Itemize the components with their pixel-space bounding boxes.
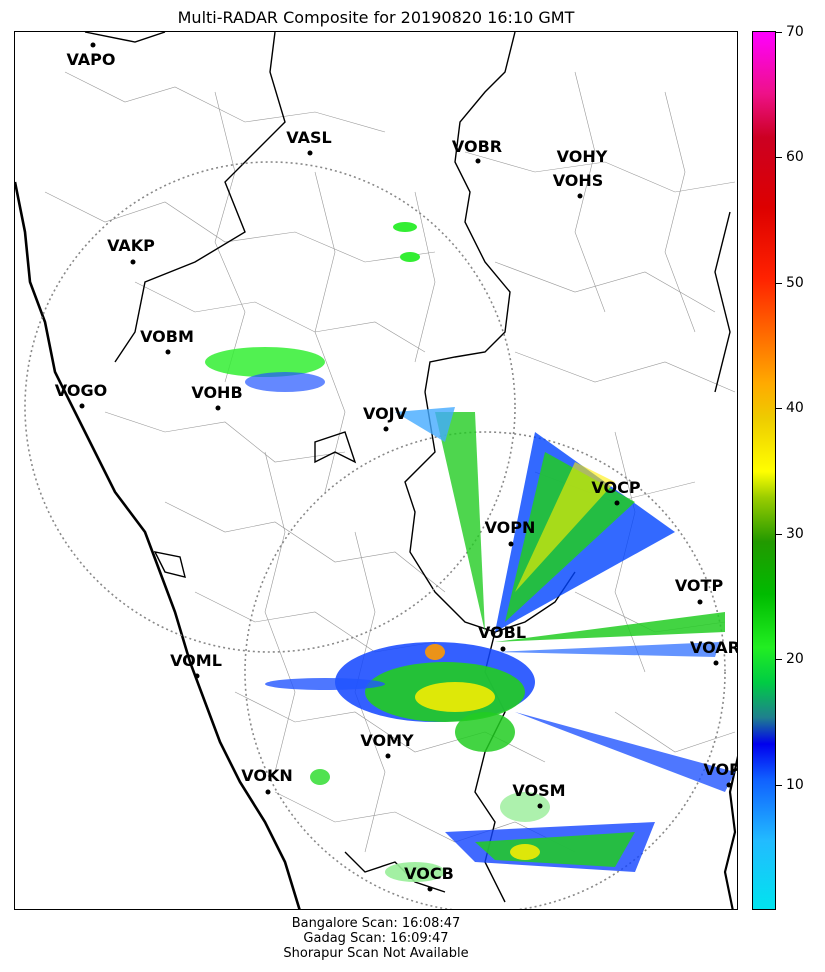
station-label-vomy: VOMY bbox=[360, 731, 414, 750]
station-markers: VAPO VASL VOBR VOHY VOHS VAKP VOBM VOGO … bbox=[55, 42, 738, 892]
station-dot bbox=[383, 426, 389, 432]
colorbar-tick bbox=[776, 32, 782, 33]
station-dot bbox=[90, 42, 96, 48]
station-label-vasl: VASL bbox=[286, 128, 331, 147]
shorapur-scan-status: Shorapur Scan Not Available bbox=[283, 946, 469, 961]
station-label-vapo: VAPO bbox=[66, 50, 115, 69]
station-dot bbox=[165, 349, 171, 355]
station-label-vokn: VOKN bbox=[241, 766, 293, 785]
colorbar-label: 30 bbox=[786, 526, 804, 542]
station-label-voar: VOAR bbox=[690, 638, 738, 657]
station-label-voml: VOML bbox=[170, 651, 222, 670]
station-dot bbox=[215, 405, 221, 411]
coastline bbox=[15, 181, 301, 909]
radar-map[interactable]: VAPO VASL VOBR VOHY VOHS VAKP VOBM VOGO … bbox=[14, 31, 738, 910]
colorbar-tick bbox=[776, 283, 782, 284]
station-label-vogo: VOGO bbox=[55, 381, 107, 400]
colorbar-tick bbox=[776, 408, 782, 409]
station-label-vosm: VOSM bbox=[512, 781, 565, 800]
station-dot bbox=[385, 753, 391, 759]
coastline-east bbox=[723, 755, 737, 909]
station-dot bbox=[130, 259, 136, 265]
station-label-vopn: VOPN bbox=[485, 518, 536, 537]
station-label-vocb: VOCB bbox=[404, 864, 454, 883]
colorbar-tick bbox=[776, 534, 782, 535]
colorbar-label: 10 bbox=[786, 777, 804, 793]
station-label-vohy: VOHY bbox=[557, 147, 608, 166]
station-dot bbox=[537, 803, 543, 809]
state-boundaries bbox=[84, 32, 731, 903]
reflectivity-colorbar bbox=[752, 31, 776, 910]
station-dot bbox=[79, 403, 85, 409]
gadag-scan-time: Gadag Scan: 16:09:47 bbox=[303, 931, 449, 946]
colorbar-tick bbox=[776, 157, 782, 158]
station-dot bbox=[577, 193, 583, 199]
colorbar-label: 20 bbox=[786, 651, 804, 667]
station-dot bbox=[697, 599, 703, 605]
station-label-vobr: VOBR bbox=[452, 137, 502, 156]
station-label-vohs: VOHS bbox=[553, 171, 604, 190]
station-dot bbox=[307, 150, 313, 156]
station-dot bbox=[475, 158, 481, 164]
radar-echoes bbox=[205, 222, 735, 882]
station-dot bbox=[500, 646, 506, 652]
station-label-vobl: VOBL bbox=[478, 623, 526, 642]
range-rings bbox=[24, 161, 726, 909]
station-label-votp: VOTP bbox=[675, 576, 724, 595]
station-dot bbox=[427, 886, 433, 892]
colorbar-label: 60 bbox=[786, 149, 804, 165]
colorbar-label: 40 bbox=[786, 400, 804, 416]
station-dot bbox=[614, 500, 620, 506]
station-label-vohb: VOHB bbox=[191, 383, 242, 402]
station-label-vocp: VOCP bbox=[591, 478, 640, 497]
station-dot bbox=[194, 673, 200, 679]
station-dot bbox=[726, 782, 732, 788]
colorbar-tick bbox=[776, 659, 782, 660]
bangalore-scan-time: Bangalore Scan: 16:08:47 bbox=[291, 916, 461, 931]
station-dot bbox=[713, 660, 719, 666]
station-label-vakp: VAKP bbox=[107, 236, 155, 255]
colorbar-tick bbox=[776, 785, 782, 786]
map-title: Multi-RADAR Composite for 20190820 16:10… bbox=[177, 8, 575, 27]
station-label-vojv: VOJV bbox=[363, 404, 408, 423]
colorbar-label: 70 bbox=[786, 24, 804, 40]
station-dot bbox=[265, 789, 271, 795]
station-dot bbox=[508, 541, 514, 547]
colorbar-label: 50 bbox=[786, 275, 804, 291]
station-label-vopc: VOPC bbox=[703, 760, 738, 779]
station-label-vobm: VOBM bbox=[140, 327, 194, 346]
